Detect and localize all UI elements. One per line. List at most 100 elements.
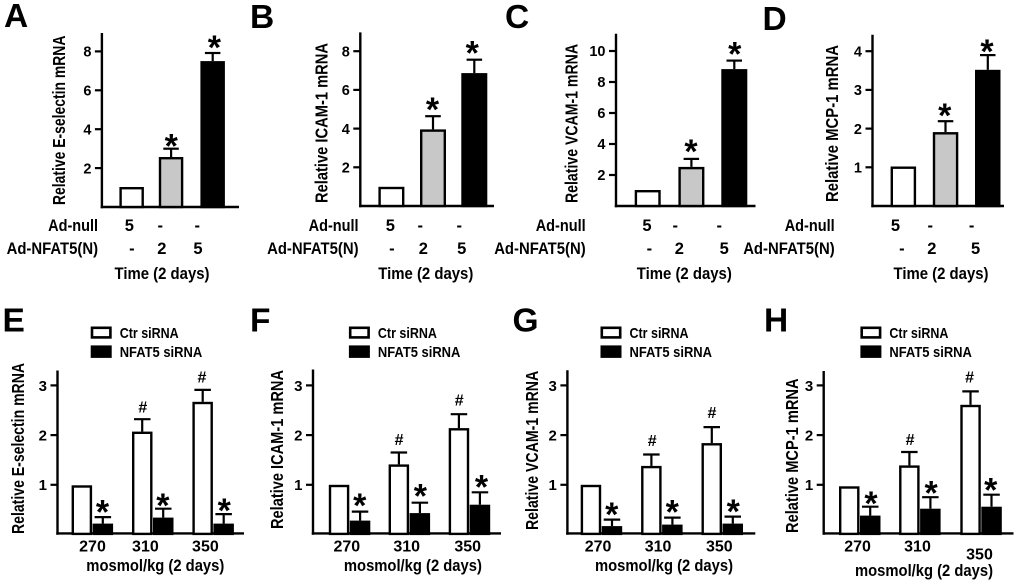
svg-text:8: 8 xyxy=(597,75,605,91)
svg-text:*: * xyxy=(938,97,952,135)
svg-text:-: - xyxy=(899,240,905,258)
svg-text:F: F xyxy=(250,303,270,340)
svg-text:*: * xyxy=(727,493,741,531)
svg-text:NFAT5 siRNA: NFAT5 siRNA xyxy=(120,344,203,361)
svg-text:-: - xyxy=(716,217,722,235)
svg-text:#: # xyxy=(708,405,717,422)
svg-text:3: 3 xyxy=(805,378,813,395)
svg-text:mosmol/kg (2 days): mosmol/kg (2 days) xyxy=(86,556,224,575)
svg-text:*: * xyxy=(728,36,742,74)
svg-text:6: 6 xyxy=(597,106,605,122)
svg-text:B: B xyxy=(250,0,274,36)
svg-text:Ad-null: Ad-null xyxy=(785,217,835,235)
svg-text:Ad-NFAT5(N): Ad-NFAT5(N) xyxy=(7,240,99,258)
svg-text:Relative MCP-1 mRNA: Relative MCP-1 mRNA xyxy=(782,378,802,533)
svg-text:5: 5 xyxy=(125,217,134,235)
svg-text:mosmol/kg (2 days): mosmol/kg (2 days) xyxy=(344,556,482,575)
svg-text:4: 4 xyxy=(597,137,605,153)
svg-text:#: # xyxy=(198,369,207,386)
svg-text:-: - xyxy=(158,217,164,235)
svg-text:310: 310 xyxy=(393,539,420,556)
svg-text:-: - xyxy=(456,217,462,235)
svg-text:G: G xyxy=(513,303,539,340)
svg-text:*: * xyxy=(218,492,232,530)
svg-text:#: # xyxy=(455,393,464,410)
svg-text:Ad-null: Ad-null xyxy=(48,217,98,235)
svg-text:2: 2 xyxy=(854,122,862,138)
svg-text:2: 2 xyxy=(294,428,302,445)
svg-text:*: * xyxy=(426,91,440,129)
svg-text:350: 350 xyxy=(706,539,733,556)
svg-text:5: 5 xyxy=(891,217,900,235)
svg-text:10: 10 xyxy=(589,44,605,60)
svg-text:8: 8 xyxy=(83,45,91,61)
svg-text:5: 5 xyxy=(457,240,466,258)
svg-text:Ad-NFAT5(N): Ad-NFAT5(N) xyxy=(743,240,835,258)
svg-text:1: 1 xyxy=(294,477,302,494)
svg-text:*: * xyxy=(605,496,619,534)
svg-text:*: * xyxy=(980,33,994,71)
svg-text:310: 310 xyxy=(904,539,931,556)
svg-text:#: # xyxy=(395,432,404,449)
svg-text:5: 5 xyxy=(642,217,651,235)
svg-text:2: 2 xyxy=(675,240,684,258)
svg-text:Relative MCP-1 mRNA: Relative MCP-1 mRNA xyxy=(822,45,842,202)
svg-text:2: 2 xyxy=(419,240,428,258)
svg-text:3: 3 xyxy=(294,378,302,395)
svg-text:mosmol/kg (2 days): mosmol/kg (2 days) xyxy=(855,561,993,580)
svg-text:Ctr siRNA: Ctr siRNA xyxy=(630,325,689,342)
svg-text:*: * xyxy=(466,35,480,73)
svg-text:270: 270 xyxy=(844,539,871,556)
svg-text:*: * xyxy=(96,494,110,532)
svg-text:6: 6 xyxy=(83,84,91,100)
svg-text:2: 2 xyxy=(927,240,936,258)
svg-text:*: * xyxy=(864,485,878,523)
svg-text:mosmol/kg (2 days): mosmol/kg (2 days) xyxy=(595,556,733,575)
svg-text:4: 4 xyxy=(83,122,91,138)
svg-text:Relative VCAM-1 mRNA: Relative VCAM-1 mRNA xyxy=(561,44,581,203)
svg-text:2: 2 xyxy=(549,428,557,445)
svg-text:*: * xyxy=(666,494,680,532)
svg-text:Relative VCAM-1 mRNA: Relative VCAM-1 mRNA xyxy=(522,371,542,530)
svg-text:270: 270 xyxy=(585,539,612,556)
svg-text:Time (2 days): Time (2 days) xyxy=(378,264,473,283)
svg-text:5: 5 xyxy=(193,240,202,258)
svg-text:*: * xyxy=(924,475,938,513)
svg-text:5: 5 xyxy=(720,240,729,258)
svg-text:4: 4 xyxy=(854,44,862,60)
svg-text:2: 2 xyxy=(39,428,47,445)
svg-text:-: - xyxy=(647,240,653,258)
svg-text:310: 310 xyxy=(645,539,672,556)
svg-text:A: A xyxy=(4,0,28,35)
svg-text:-: - xyxy=(195,217,201,235)
svg-text:Ad-NFAT5(N): Ad-NFAT5(N) xyxy=(494,240,586,258)
svg-text:5: 5 xyxy=(971,240,980,258)
svg-text:Ctr siRNA: Ctr siRNA xyxy=(378,325,437,342)
svg-text:3: 3 xyxy=(549,378,557,395)
svg-text:8: 8 xyxy=(342,44,350,60)
svg-text:3: 3 xyxy=(854,83,862,99)
svg-text:1: 1 xyxy=(549,477,557,494)
svg-text:2: 2 xyxy=(597,168,605,184)
svg-text:Ctr siRNA: Ctr siRNA xyxy=(120,325,179,342)
svg-text:H: H xyxy=(764,303,788,340)
svg-text:1: 1 xyxy=(39,477,47,494)
svg-text:-: - xyxy=(969,217,975,235)
svg-text:#: # xyxy=(906,432,915,449)
svg-text:Ad-null: Ad-null xyxy=(536,217,586,235)
svg-text:NFAT5 siRNA: NFAT5 siRNA xyxy=(630,344,713,361)
svg-text:-: - xyxy=(418,217,424,235)
svg-text:*: * xyxy=(165,127,179,165)
svg-text:Ctr siRNA: Ctr siRNA xyxy=(889,325,948,342)
svg-text:-: - xyxy=(389,240,395,258)
svg-text:Ad-null: Ad-null xyxy=(309,217,359,235)
svg-text:-: - xyxy=(928,217,934,235)
svg-text:6: 6 xyxy=(342,83,350,99)
svg-text:C: C xyxy=(505,0,529,36)
svg-text:350: 350 xyxy=(966,547,993,564)
svg-text:D: D xyxy=(763,1,787,38)
svg-text:3: 3 xyxy=(39,378,47,395)
svg-text:*: * xyxy=(684,133,698,171)
svg-text:Relative E-selectin mRNA: Relative E-selectin mRNA xyxy=(8,363,28,534)
svg-text:*: * xyxy=(156,487,170,525)
